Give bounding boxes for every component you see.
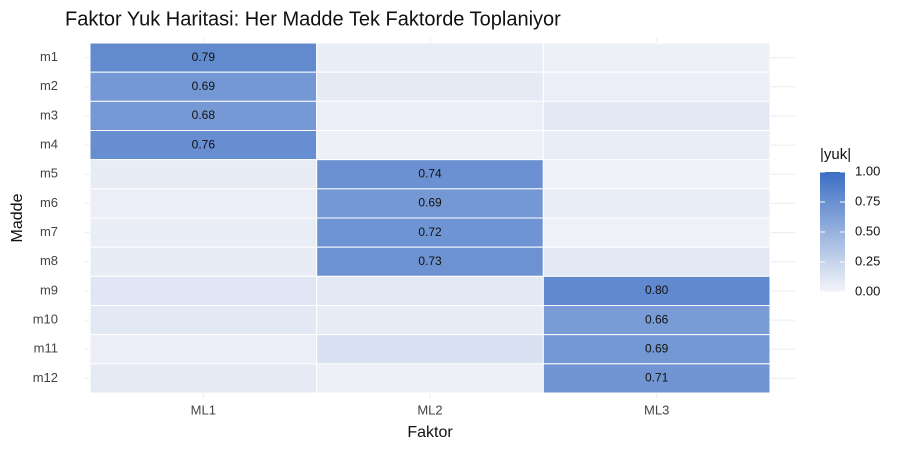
heatmap-cell: [89, 334, 318, 365]
heatmap-cell: [89, 42, 318, 73]
heatmap-cell: [542, 275, 771, 307]
heatmap-cell: [316, 130, 544, 161]
heatmap-cell: [316, 334, 544, 365]
x-tick-label: ML2: [417, 402, 442, 417]
cell-label: 0.69: [645, 341, 669, 355]
cell-label: 0.71: [645, 371, 669, 385]
cell-label: 0.79: [192, 50, 216, 64]
heatmap-cell: [89, 246, 318, 277]
heatmap-cell: [542, 159, 771, 190]
y-tick-label: m12: [33, 370, 58, 385]
y-tick-label: m2: [40, 78, 58, 93]
heatmap-cell: [542, 305, 771, 336]
heatmap-cell: [89, 100, 318, 132]
heatmap-cell: [316, 305, 544, 336]
heatmap-cell: [542, 363, 771, 394]
heatmap-cell: [89, 159, 318, 190]
y-tick-label: m5: [40, 166, 58, 181]
cell-label: 0.74: [418, 166, 442, 180]
heatmap-cell: [316, 100, 544, 132]
y-axis-label: Madde: [9, 193, 26, 242]
heatmap-cell: [542, 217, 771, 248]
cell-label: 0.76: [192, 137, 216, 151]
cell-label: 0.72: [418, 225, 442, 239]
x-axis-label: Faktor: [407, 424, 453, 441]
colorbar-tick-label: 1.00: [855, 163, 880, 178]
cell-label: 0.69: [418, 196, 442, 210]
heatmap-cell: [542, 188, 771, 219]
heatmap-cell: [89, 305, 318, 336]
heatmap-cell: [316, 71, 544, 102]
y-tick-label: m3: [40, 107, 58, 122]
heatmap-cell: [542, 42, 771, 73]
y-tick-label: m7: [40, 224, 58, 239]
cell-label: 0.80: [645, 283, 669, 297]
heatmap-cell: [89, 363, 318, 394]
colorbar-tick-label: 0.25: [855, 253, 880, 268]
heatmap-cell: [542, 100, 771, 132]
heatmap-cell: [316, 275, 544, 307]
heatmap-cell: [542, 334, 771, 365]
cell-label: 0.68: [192, 108, 216, 122]
heatmap-cell: [316, 246, 544, 277]
y-tick-label: m6: [40, 195, 58, 210]
heatmap-cell: [316, 42, 544, 73]
y-tick-label: m1: [40, 49, 58, 64]
heatmap-cell: [542, 71, 771, 102]
heatmap-cell: [89, 217, 318, 248]
x-tick-label: ML3: [644, 402, 669, 417]
legend-title: |yuk|: [820, 146, 851, 163]
cell-label: 0.73: [418, 254, 442, 268]
heatmap-cell: [542, 246, 771, 277]
y-tick-label: m10: [33, 312, 58, 327]
colorbar-tick-label: 0.50: [855, 223, 880, 238]
cell-label: 0.66: [645, 312, 669, 326]
x-tick-label: ML1: [191, 402, 216, 417]
heatmap-cell: [89, 130, 318, 161]
chart-title: Faktor Yuk Haritasi: Her Madde Tek Fakto…: [65, 8, 561, 30]
heatmap-cell: [316, 363, 544, 394]
heatmap-cell: [89, 188, 318, 219]
heatmap-cell: [542, 130, 771, 161]
y-tick-label: m9: [40, 282, 58, 297]
y-tick-label: m8: [40, 253, 58, 268]
y-tick-label: m11: [34, 341, 58, 356]
colorbar-tick-label: 0.75: [855, 193, 880, 208]
cell-label: 0.69: [192, 79, 216, 93]
colorbar-tick-label: 0.00: [855, 283, 880, 298]
y-tick-label: m4: [40, 137, 58, 152]
heatmap-cell: [89, 275, 318, 307]
